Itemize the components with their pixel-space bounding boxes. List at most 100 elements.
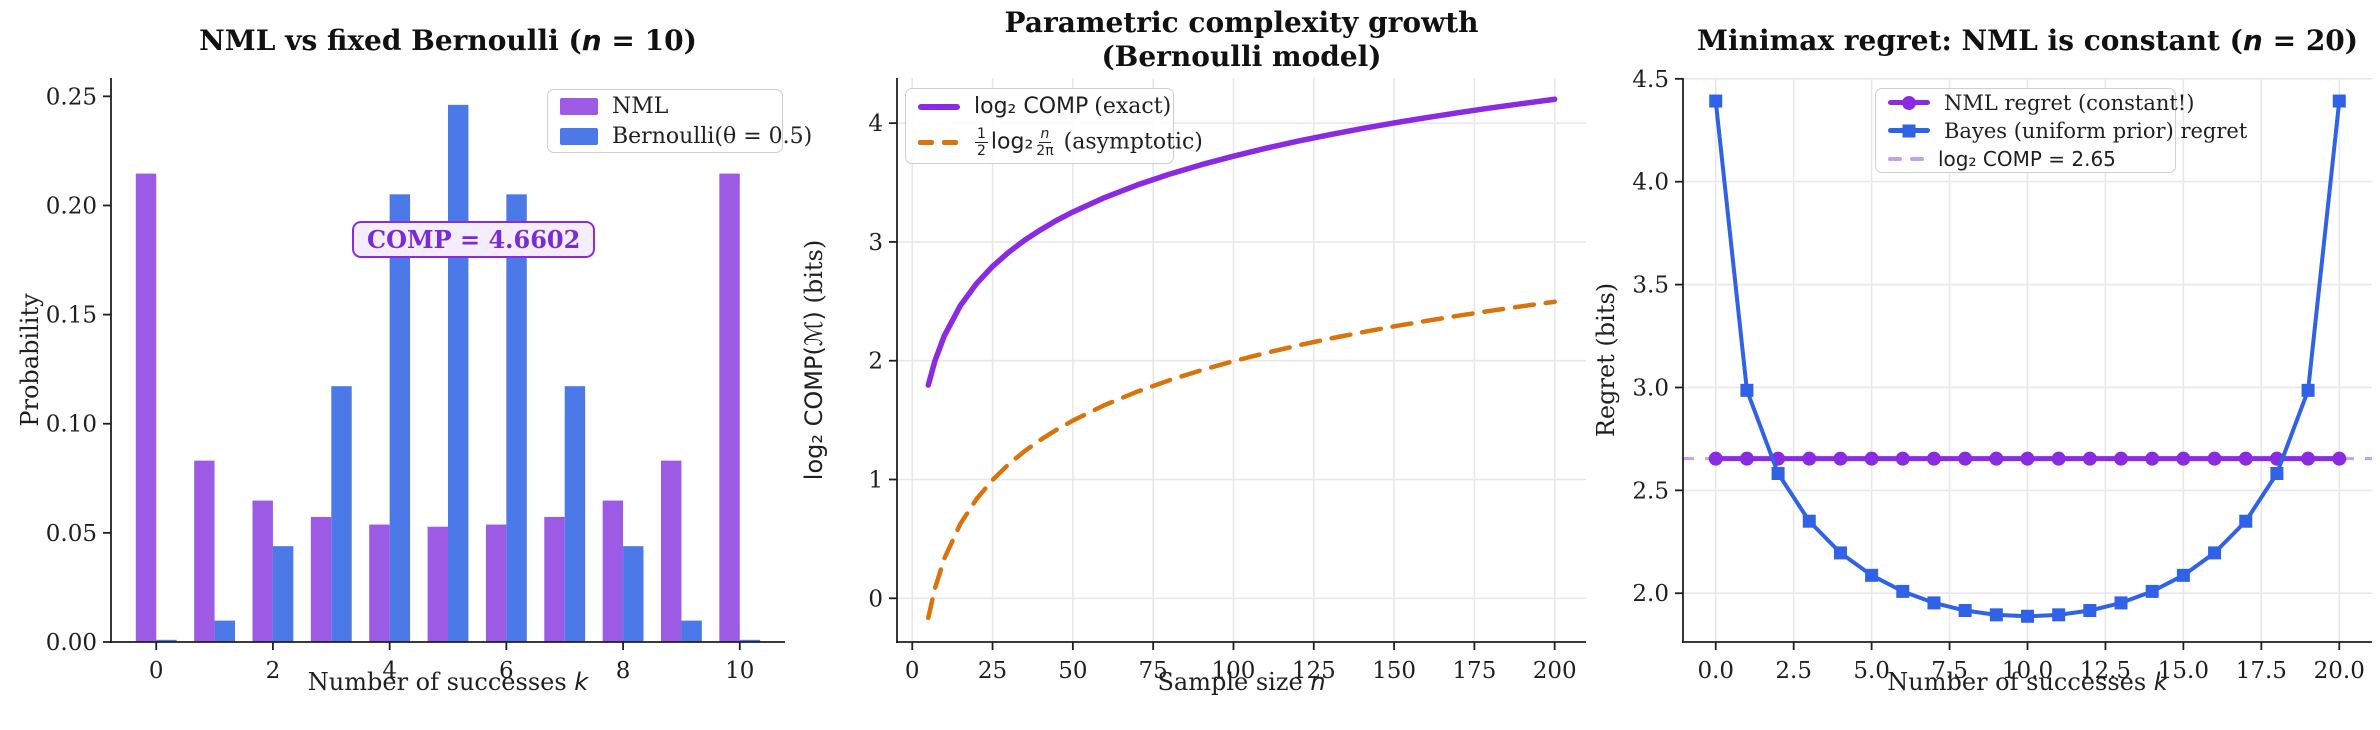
panel2-xlabel-pre: Sample size (1157, 668, 1311, 696)
marker-square (1989, 608, 2003, 622)
x-tick-label: 12.5 (2080, 658, 2131, 684)
marker-square (2301, 383, 2315, 397)
bar-bernoulli--k10 (739, 639, 761, 642)
legend-item-asymptotic: 1 2 log₂ n 2π (asymptotic) (918, 126, 1203, 159)
marker-circle (2051, 451, 2066, 466)
marker-square (2270, 466, 2284, 480)
panel2-title: Parametric complexity growth (Bernoulli … (897, 6, 1586, 74)
asymptotic-suffix: (asymptotic) (1056, 129, 1203, 155)
bar-nml-k7 (544, 516, 565, 642)
panel2-xlabel-var: n (1310, 668, 1326, 696)
square-marker (1902, 124, 1916, 137)
marker-circle (2207, 451, 2222, 466)
marker-square (1709, 94, 1723, 108)
y-tick-label: 2.0 (1632, 581, 1669, 607)
x-tick-label: 4 (382, 658, 397, 684)
log2-label: log₂ (990, 129, 1034, 155)
x-tick-label: 200 (1533, 658, 1577, 684)
panel1-legend: NML Bernoulli(θ = 0.5) (547, 89, 812, 153)
legend-label-exact-post: (exact) (1094, 94, 1172, 119)
marker-square (2239, 514, 2253, 528)
comp-annotation: COMP = 4.6602 (352, 221, 596, 258)
marker-circle (1989, 451, 2004, 466)
circle-marker (1902, 95, 1916, 110)
panel1-title-var: n (581, 24, 602, 57)
marker-circle (1833, 451, 1848, 466)
x-tick-label: 175 (1452, 658, 1496, 684)
panel1-xlabel-pre: Number of successes (307, 668, 575, 696)
bar-bernoulli--k7 (564, 386, 586, 642)
marker-circle (1708, 451, 1723, 466)
marker-circle (1802, 451, 1817, 466)
bar-nml-k8 (602, 500, 624, 642)
bar-bernoulli--k2 (272, 546, 294, 642)
bar-bernoulli--k5 (448, 104, 469, 643)
legend-label-bayes-regret: Bayes (uniform prior) regret (1944, 118, 2248, 143)
panel2-title-line1: Parametric complexity growth (1004, 6, 1479, 39)
nml-regret-swatch (1888, 95, 1930, 110)
legend-label-exact-math: log₂ COMP (974, 94, 1089, 119)
panel1-title: NML vs fixed Bernoulli (n = 10) (111, 24, 785, 57)
panel3-title-post: = 20) (2262, 24, 2359, 57)
marker-circle (1895, 451, 1910, 466)
panel1-title-pre: NML vs fixed Bernoulli ( (199, 24, 582, 57)
marker-square (1740, 383, 1754, 397)
x-tick-label: 20.0 (2314, 658, 2365, 684)
bernoulli-swatch (560, 127, 598, 145)
panel2-ylabel-post: (bits) (800, 239, 828, 312)
marker-square (2176, 568, 2190, 582)
legend-item-bayes-regret: Bayes (uniform prior) regret (1888, 119, 2247, 143)
marker-circle (2114, 451, 2129, 466)
panel3-title-pre: Minimax regret: NML is constant ( (1696, 24, 2243, 57)
marker-square (1771, 466, 1785, 480)
marker-circle (1739, 451, 1754, 466)
panel3-legend: NML regret (constant!) Bayes (uniform pr… (1875, 88, 2247, 173)
y-tick-label: 4.0 (1632, 170, 1669, 196)
y-tick-label: 2 (868, 349, 883, 375)
marker-circle (2145, 451, 2160, 466)
y-tick-label: 3.5 (1632, 273, 1669, 299)
y-tick-label: 3.0 (1632, 375, 1669, 401)
panel2-ylabel-math: log₂ COMP(ℳ) (800, 311, 828, 481)
legend-label-comp-line: log₂ COMP = 2.65 (1938, 146, 2116, 171)
legend-item-exact: log₂ COMP (exact) (918, 94, 1171, 119)
marker-square (1833, 546, 1847, 560)
dash-segment (1888, 156, 1902, 161)
x-tick-label: 0 (149, 658, 164, 684)
x-tick-label: 8 (616, 658, 631, 684)
bar-nml-k5 (427, 526, 448, 642)
marker-circle (1926, 451, 1941, 466)
panel3-xlabel-pre: Number of successes (1887, 668, 2154, 696)
marker-circle (1958, 451, 1973, 466)
marker-square (2083, 604, 2097, 618)
y-tick-label: 0.15 (46, 303, 97, 329)
x-tick-label: 2 (266, 658, 281, 684)
y-tick-label: 2.5 (1632, 478, 1669, 504)
x-tick-label: 150 (1372, 658, 1416, 684)
n-over-2pi-fraction: n 2π (1036, 126, 1054, 159)
bar-bernoulli--k9 (681, 620, 702, 642)
marker-square (1865, 568, 1879, 582)
panel1-xlabel-var: k (574, 668, 589, 696)
marker-circle (1864, 451, 1879, 466)
bar-bernoulli--k0 (156, 639, 177, 642)
dash-segment (918, 140, 934, 145)
marker-square (1927, 596, 1941, 610)
panel1-title-post: = 10) (601, 24, 697, 57)
x-tick-label: 5.0 (1853, 658, 1890, 684)
bar-nml-k0 (135, 173, 157, 642)
marker-circle (2238, 451, 2253, 466)
x-tick-label: 50 (1058, 658, 1087, 684)
marker-square (2208, 546, 2222, 560)
line-log-comp-exact- (925, 96, 1558, 388)
y-tick-label: 4.5 (1632, 67, 1669, 93)
panel2-xlabel: Sample size n (897, 668, 1586, 696)
y-tick-label: 1 (868, 467, 883, 493)
comp-dash-swatch (1888, 156, 1924, 161)
bar-nml-k4 (369, 524, 390, 642)
legend-item-nml: NML (560, 94, 770, 119)
panel2-ylabel: log₂ COMP(ℳ) (bits) (800, 240, 828, 480)
panel2-legend: log₂ COMP (exact) 1 2 log₂ n 2π (asymptotic) (905, 88, 1203, 164)
